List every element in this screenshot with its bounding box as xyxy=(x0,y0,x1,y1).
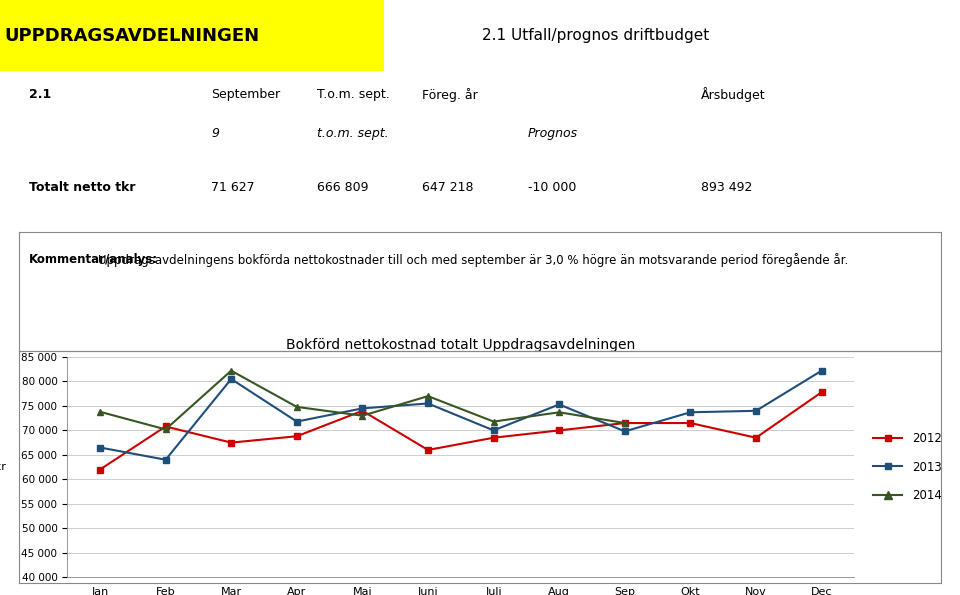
Text: -10 000: -10 000 xyxy=(528,181,576,194)
Text: Totalt netto tkr: Totalt netto tkr xyxy=(29,181,135,194)
2013 xyxy=(553,401,564,408)
2013 xyxy=(816,367,828,374)
Text: 666 809: 666 809 xyxy=(317,181,369,194)
Y-axis label: Tkr: Tkr xyxy=(0,462,6,472)
2014 xyxy=(356,412,368,419)
Text: 647 218: 647 218 xyxy=(422,181,474,194)
2014 xyxy=(619,419,631,427)
Text: Prognos: Prognos xyxy=(528,127,578,140)
2013 xyxy=(291,418,302,425)
Text: September: September xyxy=(211,88,280,101)
Text: UPPDRAGSAVDELNINGEN: UPPDRAGSAVDELNINGEN xyxy=(5,27,260,45)
Text: Uppdragsavdelningens bokförda nettokostnader till och med september är 3,0 % hög: Uppdragsavdelningens bokförda nettokostn… xyxy=(98,253,848,267)
2013 xyxy=(422,400,434,407)
Text: 2.1: 2.1 xyxy=(29,88,51,101)
2012 xyxy=(94,466,106,473)
Text: t.o.m. sept.: t.o.m. sept. xyxy=(317,127,389,140)
Text: 71 627: 71 627 xyxy=(211,181,254,194)
Text: 9: 9 xyxy=(211,127,219,140)
2013 xyxy=(226,375,237,383)
2014 xyxy=(291,403,302,411)
2012 xyxy=(816,389,828,396)
2014 xyxy=(488,418,499,425)
2012 xyxy=(356,407,368,414)
2013 xyxy=(619,428,631,435)
2014 xyxy=(159,426,171,433)
Line: 2013: 2013 xyxy=(97,368,825,462)
2013 xyxy=(159,456,171,464)
2012 xyxy=(488,434,499,441)
2012 xyxy=(619,419,631,427)
2012 xyxy=(750,434,761,441)
2013 xyxy=(94,444,106,451)
Text: 2.1 Utfall/prognos driftbudget: 2.1 Utfall/prognos driftbudget xyxy=(482,28,708,43)
Text: Årsbudget: Årsbudget xyxy=(701,87,765,102)
2014 xyxy=(422,393,434,400)
Line: 2014: 2014 xyxy=(97,367,628,433)
Text: Föreg. år: Föreg. år xyxy=(422,87,478,102)
Bar xyxy=(0,0,384,71)
Line: 2012: 2012 xyxy=(97,390,825,472)
2013 xyxy=(488,427,499,434)
Text: Kommentar/analys:: Kommentar/analys: xyxy=(29,253,157,267)
2013 xyxy=(750,407,761,414)
2013 xyxy=(356,405,368,412)
2014 xyxy=(94,408,106,415)
Legend: 2012, 2013, 2014: 2012, 2013, 2014 xyxy=(868,427,947,507)
2012 xyxy=(291,433,302,440)
2014 xyxy=(226,367,237,374)
Text: T.o.m. sept.: T.o.m. sept. xyxy=(317,88,390,101)
2013 xyxy=(684,409,696,416)
2012 xyxy=(422,446,434,453)
2012 xyxy=(684,419,696,427)
2012 xyxy=(159,423,171,430)
2012 xyxy=(226,439,237,446)
Title: Bokförd nettokostnad totalt Uppdragsavdelningen: Bokförd nettokostnad totalt Uppdragsavde… xyxy=(286,338,636,352)
2012 xyxy=(553,427,564,434)
2014 xyxy=(553,409,564,416)
Text: 893 492: 893 492 xyxy=(701,181,753,194)
